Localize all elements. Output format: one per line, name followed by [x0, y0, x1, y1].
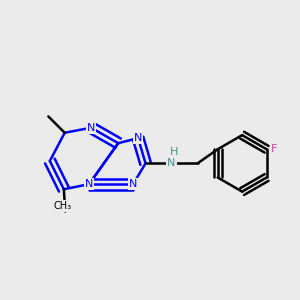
Text: CH₃: CH₃	[53, 201, 71, 211]
Text: N: N	[85, 179, 93, 189]
Text: N: N	[87, 123, 95, 133]
Text: F: F	[271, 144, 277, 154]
Text: N: N	[167, 158, 176, 168]
Text: N: N	[129, 179, 137, 189]
Text: H: H	[169, 147, 178, 157]
Text: N: N	[134, 133, 142, 143]
